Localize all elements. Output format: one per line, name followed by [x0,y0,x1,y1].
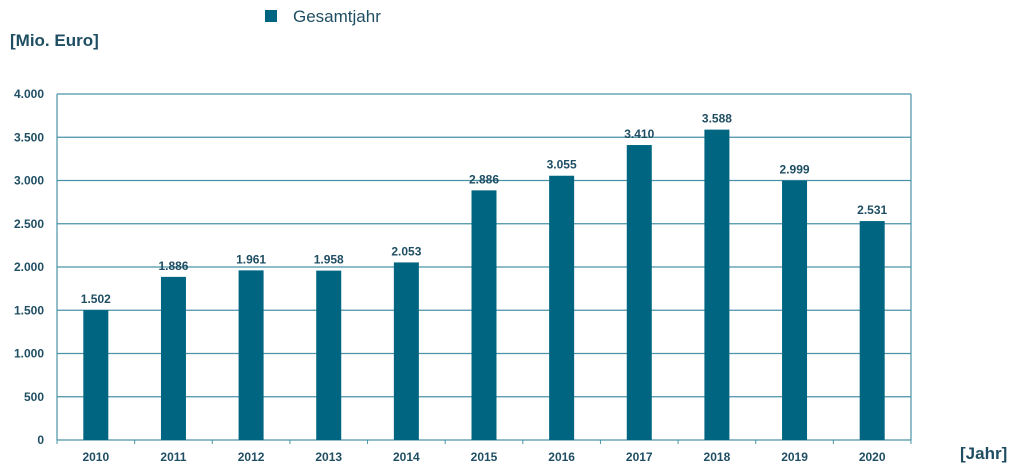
x-tick-label: 2019 [781,450,808,464]
data-label: 1.958 [314,253,344,267]
bar [626,145,652,440]
x-tick-label: 2010 [82,450,109,464]
data-label: 3.588 [702,112,732,126]
y-axis-label: [Mio. Euro] [10,31,99,50]
legend-label: Gesamtjahr [293,7,381,26]
y-tick-label: 0 [37,433,44,447]
data-label: 1.886 [158,259,188,273]
y-tick-label: 2.000 [14,260,44,274]
data-label: 3.410 [624,127,654,141]
data-label: 2.531 [857,203,887,217]
data-label: 2.999 [780,163,810,177]
bar [549,175,575,440]
data-label: 2.053 [391,244,421,258]
x-axis-label: [Jahr] [960,444,1007,463]
bar [393,262,419,440]
bar [238,270,264,440]
data-label: 1.961 [236,252,266,266]
y-tick-label: 3.500 [14,130,44,144]
x-tick-label: 2020 [859,450,886,464]
x-tick-label: 2016 [548,450,575,464]
data-label: 3.055 [547,158,577,172]
bar [782,180,808,441]
bar [859,221,885,440]
bar [160,276,186,440]
bar [704,129,730,440]
bar [83,310,109,440]
y-tick-label: 2.500 [14,217,44,231]
y-tick-label: 1.000 [14,347,44,361]
x-tick-label: 2014 [393,450,420,464]
x-tick-label: 2011 [160,450,186,464]
legend-swatch [265,10,277,22]
y-tick-label: 500 [24,390,44,404]
x-tick-label: 2012 [238,450,265,464]
x-tick-label: 2017 [626,450,653,464]
data-label: 1.502 [81,292,111,306]
x-tick-label: 2015 [471,450,498,464]
x-tick-label: 2013 [315,450,342,464]
bar [316,270,342,440]
y-tick-label: 1.500 [14,303,44,317]
data-label: 2.886 [469,172,499,186]
bar [471,190,497,440]
y-tick-label: 3.000 [14,174,44,188]
y-tick-label: 4.000 [14,87,44,101]
x-tick-label: 2018 [704,450,731,464]
